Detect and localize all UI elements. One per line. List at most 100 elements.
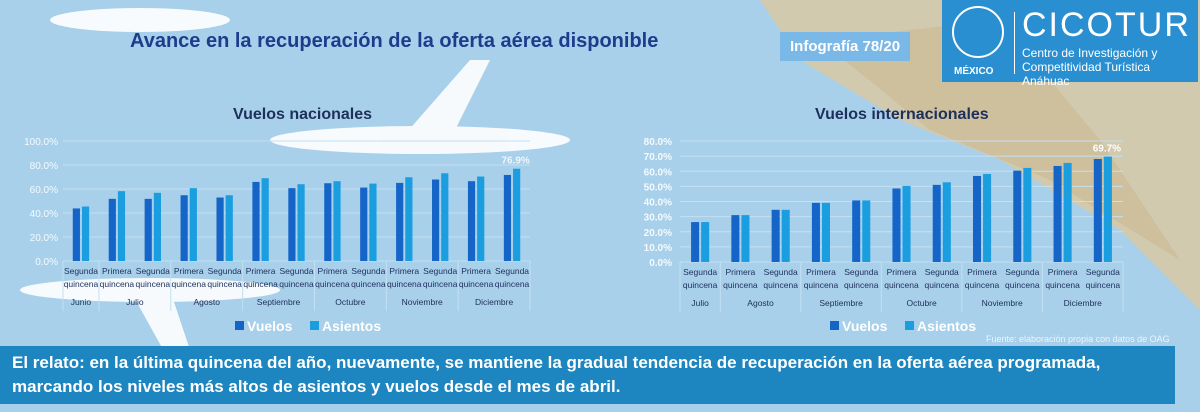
x-tick-label: quincena [459,279,494,289]
x-tick-label: Primera [461,266,491,276]
bar-vuelos [1093,158,1102,262]
x-tick-label: Primera [806,267,836,277]
bar-asientos [333,181,341,261]
legend-swatch-asientos [310,321,319,330]
x-tick-label: quincena [723,280,758,290]
bar-asientos [1063,162,1072,262]
y-tick-label: 20.0% [644,228,672,239]
y-tick-label: 0.0% [35,257,58,268]
legend-swatch-vuelos [830,321,839,330]
bar-asientos [1103,156,1112,262]
bar-vuelos [360,187,368,261]
logo-brand: CICOTUR [1022,6,1191,44]
y-tick-label: 20.0% [30,233,58,244]
x-tick-label: quincena [243,279,278,289]
bar-asientos [942,182,951,262]
bar-asientos [261,178,269,261]
bar-asientos [1023,167,1032,262]
legend-swatch-asientos [905,321,914,330]
y-tick-label: 70.0% [644,152,672,163]
x-tick-label: Segunda [844,267,878,277]
x-tick-label: Segunda [683,267,717,277]
y-tick-label: 40.0% [30,209,58,220]
x-group-label: Octubre [335,297,366,307]
data-label: 76.9% [501,156,529,167]
x-tick-label: quincena [100,279,135,289]
legend-label-vuelos: Vuelos [247,318,293,334]
x-tick-label: quincena [171,279,206,289]
bar-asientos [902,185,911,262]
bar-asientos [297,184,305,261]
x-tick-label: Segunda [1086,267,1120,277]
bar-asientos [701,222,710,262]
bar-vuelos [1013,170,1022,262]
x-tick-label: quincena [207,279,242,289]
x-tick-label: Primera [1048,267,1078,277]
x-tick-label: quincena [804,280,839,290]
bar-asientos [225,195,233,261]
x-group-label: Agosto [193,297,220,307]
x-group-label: Julio [691,298,709,308]
bar-asientos [369,183,377,261]
x-tick-label: Primera [967,267,997,277]
bar-vuelos [180,195,188,261]
logo-subtitle-2: Competitividad Turística Anáhuac [1022,60,1151,88]
bar-vuelos [811,202,820,262]
bar-vuelos [731,215,740,262]
x-tick-label: quincena [965,280,1000,290]
x-tick-label: quincena [64,279,99,289]
x-tick-label: Segunda [495,266,529,276]
legend-label-vuelos: Vuelos [842,318,888,334]
x-group-label: Noviembre [402,297,443,307]
y-tick-label: 50.0% [644,182,672,193]
x-tick-label: Segunda [1005,267,1039,277]
legend-label-asientos: Asientos [322,318,381,334]
x-tick-label: quincena [495,279,530,289]
x-group-label: Septiembre [257,297,301,307]
x-tick-label: Segunda [423,266,457,276]
x-tick-label: quincena [683,280,718,290]
x-group-label: Agosto [747,298,774,308]
y-tick-label: 100.0% [24,137,58,148]
bar-asientos [983,173,992,262]
bar-vuelos [467,181,476,261]
x-tick-label: Primera [174,266,204,276]
bar-asientos [821,202,831,262]
logo-subtitle: Centro de Investigación y Competitividad … [1022,46,1198,88]
x-tick-label: quincena [423,279,458,289]
bar-vuelos [288,188,296,261]
bar-vuelos [852,200,861,262]
bar-vuelos [216,197,224,261]
x-tick-label: quincena [279,279,314,289]
bar-vuelos [771,209,780,262]
logo-divider [1014,12,1015,74]
x-tick-label: Primera [102,266,132,276]
legend-swatch-vuelos [235,321,244,330]
x-tick-label: quincena [763,280,798,290]
bar-vuelos [252,181,260,261]
x-tick-label: quincena [1045,280,1080,290]
university-seal-icon [952,6,1004,58]
bar-vuelos [892,188,901,262]
logo-country: MÉXICO [954,66,994,77]
bar-vuelos [691,222,700,262]
bar-vuelos [108,198,116,261]
bar-asientos [513,168,521,261]
chart-title-nacionales: Vuelos nacionales [233,106,373,123]
bar-vuelos [503,174,512,261]
infographic-badge: Infografía 78/20 [780,32,911,61]
x-group-label: Diciembre [1064,298,1103,308]
x-tick-label: Primera [318,266,348,276]
bar-asientos [117,191,126,261]
x-tick-label: Primera [246,266,276,276]
bar-asientos [477,176,485,261]
x-tick-label: quincena [844,280,879,290]
x-tick-label: quincena [884,280,919,290]
y-tick-label: 10.0% [644,243,672,254]
source-note: Fuente: elaboración propia con datos de … [986,334,1170,344]
y-tick-label: 30.0% [644,213,672,224]
x-tick-label: Segunda [64,266,98,276]
x-group-label: Septiembre [819,298,863,308]
x-group-label: Noviembre [982,298,1023,308]
